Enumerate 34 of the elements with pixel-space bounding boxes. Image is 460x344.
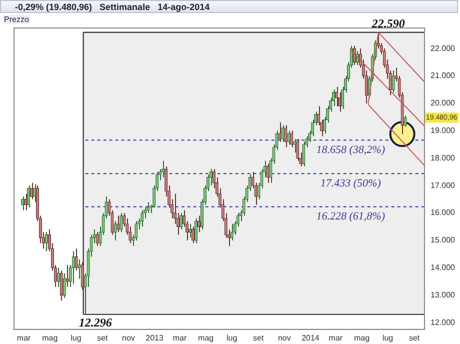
x-tick-label: mag <box>42 333 58 342</box>
x-tick-label: mar <box>328 333 343 342</box>
y-tick-label: 14.000 <box>430 262 456 272</box>
x-tick-label: lug <box>70 333 82 342</box>
x-tick-label: set <box>97 333 109 342</box>
y-tick-label: 19.000 <box>430 126 456 135</box>
chart-title: -0,29% (19.480,96) Settimanale 14-ago-2014 <box>0 0 458 13</box>
ref-line-label: 18.658 (38,2%) <box>316 144 386 156</box>
y-tick-label: 13.000 <box>430 290 456 300</box>
annotation: 12.296 <box>78 316 112 330</box>
y-axis-title: Prezzo <box>3 15 30 24</box>
y-tick-label: 21.000 <box>430 71 456 80</box>
x-tick-label: lug <box>382 333 394 342</box>
ref-line-label: 17.433 (50%) <box>320 178 382 190</box>
annotation: 22.590 <box>370 16 405 30</box>
y-tick-label: 22.000 <box>430 44 456 53</box>
x-tick-label: lug <box>226 333 238 342</box>
x-tick-label: set <box>253 333 264 342</box>
y-tick-label: 17.000 <box>430 180 456 190</box>
x-tick-label: nov <box>122 333 135 342</box>
x-tick-label: mag <box>198 333 214 342</box>
x-tick-label: 2013 <box>146 333 164 342</box>
x-tick-label: set <box>408 333 420 342</box>
x-tick-label: mar <box>172 333 187 342</box>
y-tick-label: 15.000 <box>430 236 456 245</box>
y-tick-label: 16.000 <box>430 208 456 218</box>
x-tick-label: mag <box>354 333 370 342</box>
y-tick-label: 12.000 <box>430 318 456 327</box>
y-tick-label: 18.000 <box>430 153 456 162</box>
x-tick-label: 2014 <box>302 333 320 342</box>
x-tick-label: nov <box>278 333 291 342</box>
y-tick-label: 20.000 <box>430 98 456 108</box>
x-tick-label: mar <box>16 333 32 342</box>
ref-line-label: 16.228 (61,8%) <box>316 210 386 223</box>
